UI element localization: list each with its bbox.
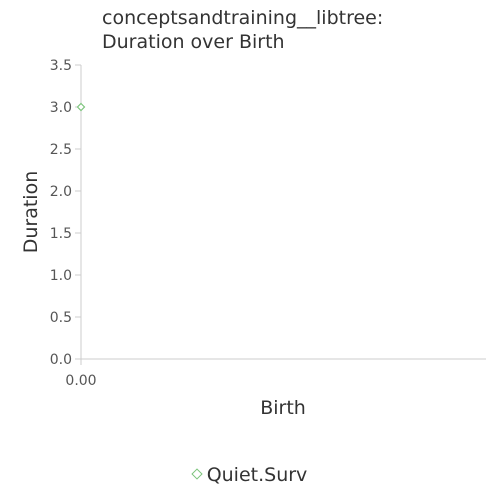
y-tick-label: 3.0: [50, 100, 72, 116]
x-axis: 0.00: [65, 358, 486, 389]
legend[interactable]: Quiet.Surv: [0, 464, 500, 486]
data-point[interactable]: [76, 102, 86, 112]
y-tick-label: 2.0: [50, 184, 72, 200]
chart-title: conceptsandtraining__libtree: Duration o…: [102, 6, 383, 54]
y-axis-label: Duration: [20, 171, 42, 254]
y-tick-label: 3.5: [50, 58, 72, 74]
data-points: [76, 102, 86, 112]
chart-title-line-2: Duration over Birth: [102, 31, 285, 53]
y-axis: 0.0 0.5 1.0 1.5 2.0 2.5 3.0 3.5: [50, 58, 82, 368]
y-tick-label: 1.0: [50, 268, 72, 284]
x-tick-label: 0.00: [65, 373, 96, 389]
legend-item-label: Quiet.Surv: [206, 464, 308, 486]
y-tick-label: 0.0: [50, 352, 72, 368]
x-axis-label: Birth: [260, 397, 306, 419]
diamond-marker-icon: [191, 468, 203, 480]
y-tick-label: 1.5: [50, 226, 72, 242]
chart-title-line-1: conceptsandtraining__libtree:: [102, 7, 384, 29]
y-tick-label: 2.5: [50, 142, 72, 158]
y-tick-label: 0.5: [50, 310, 72, 326]
